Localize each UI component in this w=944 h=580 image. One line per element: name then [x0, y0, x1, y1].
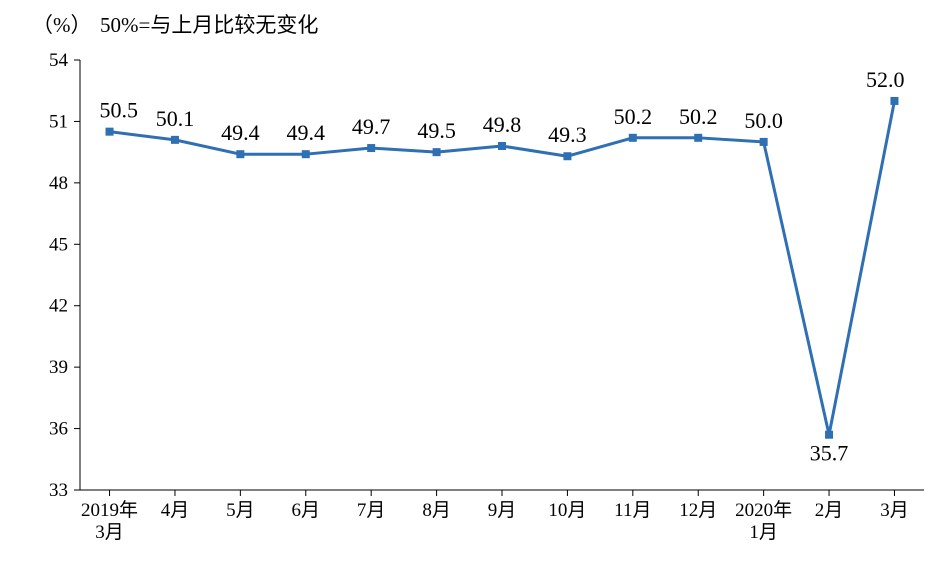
- value-label: 49.4: [287, 120, 326, 145]
- x-tick-label: 4月: [161, 500, 190, 521]
- value-label: 49.4: [221, 120, 260, 145]
- x-tick-label: 9月: [488, 500, 517, 521]
- y-tick-label: 39: [49, 357, 68, 378]
- value-label: 49.7: [352, 114, 391, 139]
- value-label: 49.3: [548, 122, 587, 147]
- x-tick-label: 11月: [614, 500, 651, 521]
- data-marker: [368, 145, 375, 152]
- y-tick-label: 33: [49, 480, 68, 501]
- value-label: 35.7: [810, 441, 849, 466]
- x-tick-label-2: 1月: [749, 522, 778, 543]
- x-tick-label: 3月: [880, 500, 909, 521]
- value-label: 50.2: [614, 104, 653, 129]
- x-tick-label: 10月: [548, 500, 586, 521]
- x-tick-label-2: 3月: [95, 522, 124, 543]
- data-marker: [564, 153, 571, 160]
- chart-background: [0, 0, 944, 580]
- y-tick-label: 42: [49, 296, 68, 317]
- y-tick-label: 45: [49, 234, 68, 255]
- x-tick-label: 8月: [422, 500, 451, 521]
- value-label: 50.5: [100, 98, 139, 123]
- value-label: 49.8: [483, 112, 522, 137]
- pmi-line-chart: （%）50%=与上月比较无变化33363942454851542019年3月4月…: [0, 0, 944, 580]
- data-marker: [695, 134, 702, 141]
- value-label: 52.0: [866, 67, 905, 92]
- value-label: 50.0: [744, 108, 783, 133]
- chart-svg: （%）50%=与上月比较无变化33363942454851542019年3月4月…: [0, 0, 944, 580]
- value-label: 49.5: [417, 118, 456, 143]
- data-marker: [106, 128, 113, 135]
- x-tick-label: 12月: [679, 500, 717, 521]
- data-marker: [629, 134, 636, 141]
- data-marker: [826, 431, 833, 438]
- value-label: 50.1: [156, 106, 195, 131]
- x-tick-label: 2月: [815, 500, 844, 521]
- x-tick-label: 2020年: [735, 499, 792, 521]
- data-marker: [891, 97, 898, 104]
- y-tick-label: 51: [49, 111, 68, 132]
- data-marker: [302, 151, 309, 158]
- data-marker: [171, 136, 178, 143]
- y-tick-label: 54: [49, 50, 69, 71]
- value-label: 50.2: [679, 104, 718, 129]
- data-marker: [237, 151, 244, 158]
- x-tick-label: 2019年: [81, 499, 138, 521]
- y-tick-label: 48: [49, 173, 68, 194]
- x-tick-label: 6月: [292, 500, 321, 521]
- data-marker: [499, 143, 506, 150]
- x-tick-label: 7月: [357, 500, 386, 521]
- data-marker: [760, 138, 767, 145]
- chart-note: 50%=与上月比较无变化: [100, 13, 318, 37]
- y-unit-label: （%）: [32, 13, 92, 37]
- y-tick-label: 36: [49, 419, 68, 440]
- x-tick-label: 5月: [226, 500, 255, 521]
- data-marker: [433, 149, 440, 156]
